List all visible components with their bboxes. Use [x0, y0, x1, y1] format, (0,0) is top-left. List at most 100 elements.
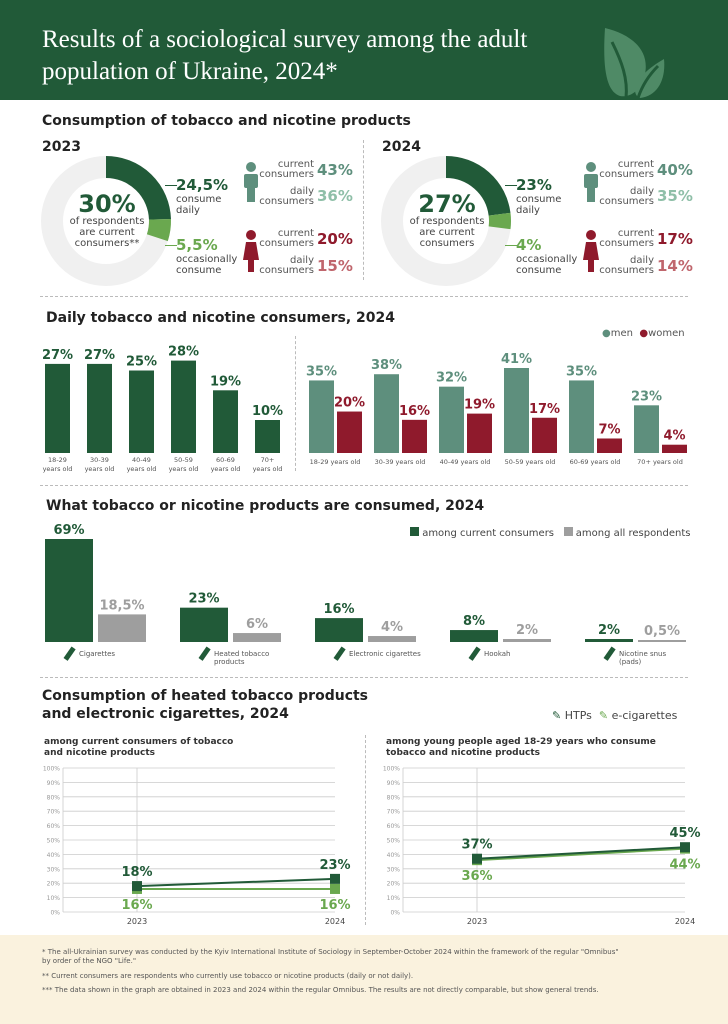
legend-swatch-current	[410, 527, 419, 536]
x-tick-label: 2023	[127, 917, 147, 926]
age-bar	[171, 360, 196, 453]
y-tick-label: 20%	[387, 881, 401, 888]
age-sex-tick-label: 70+ years old	[637, 458, 683, 466]
age-sex-tick-label: 50-59 years old	[505, 458, 556, 466]
women-bar-label: 7%	[598, 422, 620, 437]
y-tick-label: 60%	[387, 823, 401, 830]
age-tick-label: years old	[253, 465, 283, 473]
men-bar-label: 41%	[501, 352, 532, 367]
donut-segment-1	[146, 218, 171, 242]
occ-caption-2024: occasionally consume	[516, 254, 578, 276]
y-tick-label: 70%	[47, 809, 61, 816]
divider-3	[40, 677, 688, 678]
footnote-1: * The all-Ukrainian survey was conducted…	[42, 948, 619, 965]
all-respondents-bar	[638, 640, 686, 642]
women-current-2023: 20%	[317, 230, 353, 248]
HTPs-point-label: 18%	[121, 865, 152, 880]
occ-pct-2023: 5,5%	[176, 236, 218, 254]
age-tick-label: 40-49	[132, 456, 151, 464]
age-sex-bar-chart: 35% 20% 18-29 years old 38% 16% 30-39 years o…	[306, 352, 687, 466]
women-current-label-2024: current consumers	[599, 228, 654, 249]
legend-all-label: among all respondents	[575, 528, 691, 539]
age-sex-tick-label: 60-69 years old	[570, 458, 621, 466]
divider-1	[40, 296, 688, 297]
donut-2024	[381, 156, 511, 286]
total-2023: 30%	[78, 190, 136, 218]
products-bar-chart: 69% 18,5% Cigarettes 23% 6% Heated tobaccopro…	[45, 523, 686, 666]
age-tick-label: 70+	[261, 456, 275, 464]
product-label: Nicotine snus	[619, 650, 666, 658]
women-bar-label: 16%	[399, 404, 430, 419]
women-daily-label-2023: daily consumers	[259, 255, 314, 276]
all-respondents-bar-label: 18,5%	[99, 598, 144, 613]
daily-leader-2024	[505, 185, 517, 186]
donut-2023	[41, 156, 171, 286]
daily-leader-2023	[165, 185, 177, 186]
ecig-legend-icon: ✎	[598, 709, 609, 722]
occ-caption-2023: occasionally consume	[176, 254, 238, 276]
men-bar	[504, 368, 529, 453]
x-tick-label: 2023	[467, 917, 487, 926]
snus-icon	[603, 646, 616, 661]
title-line-1: Results of a sociological survey among t…	[42, 26, 528, 53]
age-bar-label: 19%	[210, 374, 241, 389]
divider-age-sex	[295, 336, 296, 471]
legend-swatch-all	[563, 527, 573, 536]
y-tick-label: 100%	[43, 766, 60, 773]
age-sex-tick-label: 40-49 years old	[440, 458, 491, 466]
y-tick-label: 100%	[383, 766, 400, 773]
all-respondents-bar-label: 4%	[381, 620, 403, 635]
y-tick-label: 40%	[387, 852, 401, 859]
current-consumers-bar	[45, 539, 93, 642]
women-bar-label: 20%	[334, 396, 365, 411]
y-tick-label: 30%	[47, 866, 61, 873]
daily-pct-2024: 23%	[516, 176, 552, 194]
age-bar-label: 10%	[252, 404, 283, 419]
HTPs-point-label: 23%	[319, 858, 350, 873]
divider-2	[40, 485, 688, 486]
HTPs-point-label: 37%	[461, 838, 492, 853]
age-tick-label: 60-69	[216, 456, 235, 464]
HTPs-point	[680, 842, 690, 853]
product-label: (pads)	[619, 658, 642, 666]
women-bar	[337, 411, 362, 453]
men-daily-label-2024: daily consumers	[599, 186, 654, 207]
men-daily-2024: 35%	[657, 187, 693, 205]
women-current-2024: 17%	[657, 230, 693, 248]
men-legend-icon: ●	[602, 328, 611, 339]
footnote-3: *** The data shown in the graph are obta…	[42, 986, 599, 994]
current-consumers-bar	[450, 630, 498, 642]
all-respondents-bar	[233, 633, 281, 642]
current-consumers-bar	[315, 618, 363, 642]
age-tick-label: 18-29	[48, 456, 67, 464]
woman-icon-2024	[583, 230, 599, 272]
current-consumers-bar-label: 69%	[53, 523, 84, 538]
header-banner: Results of a sociological survey among t…	[0, 0, 728, 100]
y-tick-label: 10%	[387, 895, 401, 902]
age-bar-label: 27%	[42, 348, 73, 363]
women-daily-label-2024: daily consumers	[599, 255, 654, 276]
current-consumers-bar	[585, 639, 633, 642]
title-line-2: population of Ukraine, 2024*	[42, 58, 338, 85]
age-tick-label: 50-59	[174, 456, 193, 464]
donut-segment-0	[445, 156, 511, 217]
women-current-label-2023: current consumers	[259, 228, 314, 249]
section-title-daily: Daily tobacco and nicotine consumers, 20…	[46, 310, 396, 326]
all-respondents-bar	[503, 639, 551, 642]
daily-caption-2024: consume daily	[516, 194, 562, 216]
ecig-legend-label: e-cigarettes	[611, 709, 678, 722]
men-current-2023: 43%	[317, 161, 353, 179]
woman-icon-2023	[243, 230, 259, 272]
women-bar	[532, 417, 557, 453]
y-tick-label: 20%	[47, 881, 61, 888]
men-bar	[439, 386, 464, 453]
y-tick-label: 90%	[387, 780, 401, 787]
line-chart-current: 0% 10% 20% 30% 40% 50% 60% 70% 80% 90% 100% 2023 202…	[43, 766, 351, 927]
age-bar-label: 25%	[126, 355, 157, 370]
htp-legend-icon: ✎	[552, 709, 562, 722]
y-tick-label: 50%	[47, 838, 61, 845]
age-bar	[87, 363, 112, 453]
product-label: Cigarettes	[79, 650, 115, 658]
men-bar-label: 38%	[371, 358, 402, 373]
y-tick-label: 40%	[47, 852, 61, 859]
